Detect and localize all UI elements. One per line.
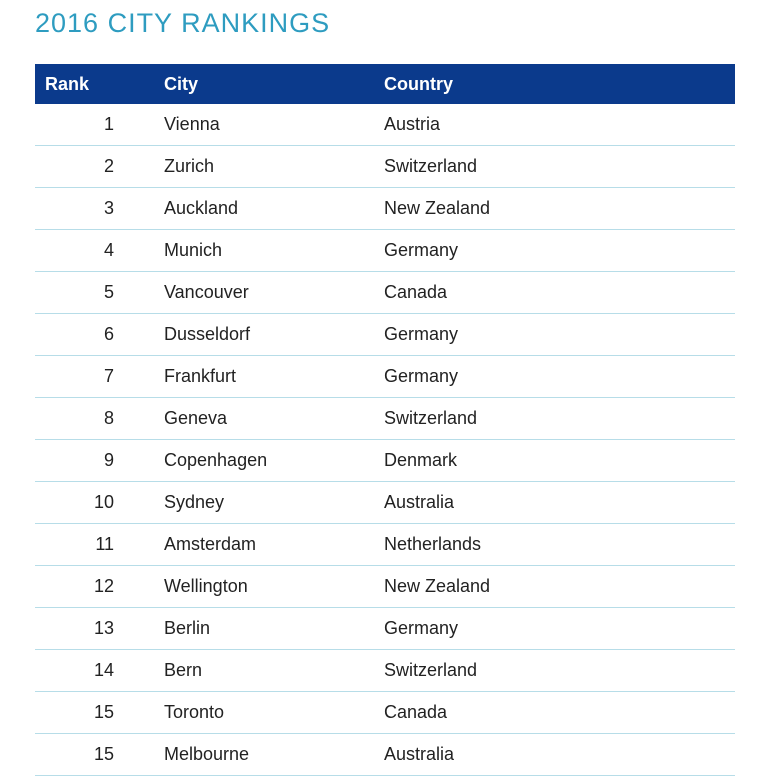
- table-row: 13 Berlin Germany: [35, 607, 735, 650]
- city-cell: Vancouver: [139, 271, 384, 314]
- table-row: 15 Melbourne Australia: [35, 733, 735, 776]
- rank-cell: 3: [35, 187, 139, 230]
- country-cell: Germany: [384, 229, 735, 272]
- rank-cell: 2: [35, 145, 139, 188]
- country-cell: Australia: [384, 733, 735, 776]
- country-cell: Netherlands: [384, 523, 735, 566]
- table-header: Rank City Country: [35, 64, 735, 104]
- header-row: Rank City Country: [35, 64, 735, 104]
- country-cell: Canada: [384, 691, 735, 734]
- city-cell: Toronto: [139, 691, 384, 734]
- country-cell: New Zealand: [384, 565, 735, 608]
- table-row: 11 Amsterdam Netherlands: [35, 523, 735, 566]
- city-cell: Munich: [139, 229, 384, 272]
- country-cell: New Zealand: [384, 187, 735, 230]
- column-header-country: Country: [384, 64, 735, 104]
- table-row: 10 Sydney Australia: [35, 481, 735, 524]
- rank-cell: 7: [35, 355, 139, 398]
- column-header-city: City: [139, 64, 384, 104]
- rank-cell: 11: [35, 523, 139, 566]
- country-cell: Denmark: [384, 439, 735, 482]
- table-row: 4 Munich Germany: [35, 229, 735, 272]
- country-cell: Germany: [384, 313, 735, 356]
- rank-cell: 8: [35, 397, 139, 440]
- country-cell: Switzerland: [384, 145, 735, 188]
- rank-cell: 9: [35, 439, 139, 482]
- city-cell: Wellington: [139, 565, 384, 608]
- city-cell: Melbourne: [139, 733, 384, 776]
- table-row: 7 Frankfurt Germany: [35, 355, 735, 398]
- country-cell: Switzerland: [384, 397, 735, 440]
- city-cell: Sydney: [139, 481, 384, 524]
- country-cell: Switzerland: [384, 649, 735, 692]
- page-title: 2016 CITY RANKINGS: [35, 8, 331, 38]
- rank-cell: 1: [35, 104, 139, 146]
- city-cell: Zurich: [139, 145, 384, 188]
- rank-cell: 15: [35, 733, 139, 776]
- country-cell: Australia: [384, 481, 735, 524]
- city-cell: Geneva: [139, 397, 384, 440]
- rank-cell: 12: [35, 565, 139, 608]
- rank-cell: 10: [35, 481, 139, 524]
- city-rankings-table: Rank City Country 1 Vienna Austria 2 Zurich S…: [35, 64, 735, 776]
- table-row: 2 Zurich Switzerland: [35, 145, 735, 188]
- table-row: 15 Toronto Canada: [35, 691, 735, 734]
- rank-cell: 4: [35, 229, 139, 272]
- table-row: 12 Wellington New Zealand: [35, 565, 735, 608]
- rank-cell: 6: [35, 313, 139, 356]
- table-row: 6 Dusseldorf Germany: [35, 313, 735, 356]
- city-cell: Dusseldorf: [139, 313, 384, 356]
- table-row: 14 Bern Switzerland: [35, 649, 735, 692]
- rank-cell: 5: [35, 271, 139, 314]
- country-cell: Canada: [384, 271, 735, 314]
- city-cell: Bern: [139, 649, 384, 692]
- rank-cell: 15: [35, 691, 139, 734]
- city-cell: Vienna: [139, 104, 384, 146]
- city-cell: Copenhagen: [139, 439, 384, 482]
- table-row: 3 Auckland New Zealand: [35, 187, 735, 230]
- table-row: 9 Copenhagen Denmark: [35, 439, 735, 482]
- table-row: 5 Vancouver Canada: [35, 271, 735, 314]
- table-row: 8 Geneva Switzerland: [35, 397, 735, 440]
- table-row: 1 Vienna Austria: [35, 104, 735, 146]
- country-cell: Austria: [384, 104, 735, 146]
- rank-cell: 13: [35, 607, 139, 650]
- rank-cell: 14: [35, 649, 139, 692]
- column-header-rank: Rank: [35, 64, 139, 104]
- city-cell: Berlin: [139, 607, 384, 650]
- city-cell: Frankfurt: [139, 355, 384, 398]
- country-cell: Germany: [384, 355, 735, 398]
- city-cell: Amsterdam: [139, 523, 384, 566]
- city-cell: Auckland: [139, 187, 384, 230]
- country-cell: Germany: [384, 607, 735, 650]
- table-body: 1 Vienna Austria 2 Zurich Switzerland 3 Aucklan…: [35, 104, 735, 776]
